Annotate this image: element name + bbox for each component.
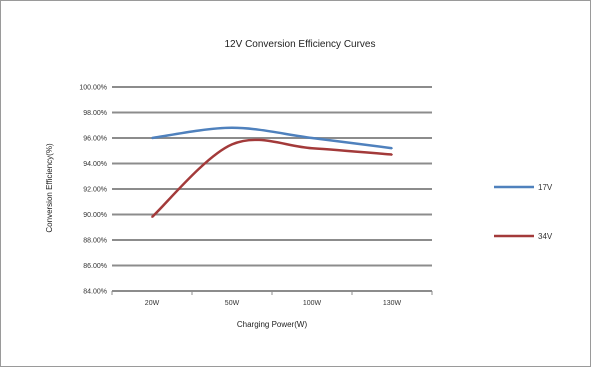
y-tick-label: 100.00% (79, 85, 107, 92)
y-tick-label: 96.00% (83, 136, 107, 143)
y-tick-label: 92.00% (83, 187, 107, 194)
series-line-34V (151, 138, 393, 218)
legend: 17V 34V (494, 183, 553, 241)
y-tick-labels: 84.00% 86.00% 88.00% 90.00% 92.00% 94.00% 96.0… (79, 85, 107, 296)
data-point (151, 216, 153, 218)
x-tick-label: 20W (145, 300, 160, 307)
y-tick-label: 98.00% (83, 110, 107, 117)
data-point (231, 143, 233, 146)
data-point (311, 147, 313, 149)
x-axis-label: Charging Power(W) (237, 320, 308, 329)
series-layer (151, 126, 393, 218)
legend-label: 34V (538, 232, 553, 241)
x-tick-label: 100W (303, 300, 322, 307)
legend-label: 17V (538, 183, 553, 192)
y-tick-label: 90.00% (83, 212, 107, 219)
data-point (391, 147, 393, 149)
x-tick-label: 50W (225, 300, 240, 307)
data-point (311, 137, 313, 139)
series-line-17V (151, 126, 393, 150)
chart-title: 12V Conversion Efficiency Curves (225, 39, 376, 50)
x-tick-labels: 20W 50W 100W 130W (145, 300, 402, 307)
y-tick-label: 94.00% (83, 161, 107, 168)
grid-layer (111, 86, 433, 295)
data-point (151, 137, 153, 139)
y-axis-label: Conversion Efficiency(%) (45, 143, 54, 233)
data-point (391, 153, 393, 156)
y-tick-label: 86.00% (83, 263, 107, 270)
y-tick-label: 88.00% (83, 238, 107, 245)
x-tick-label: 130W (383, 300, 402, 307)
data-point (231, 127, 233, 129)
y-tick-label: 84.00% (83, 289, 107, 296)
